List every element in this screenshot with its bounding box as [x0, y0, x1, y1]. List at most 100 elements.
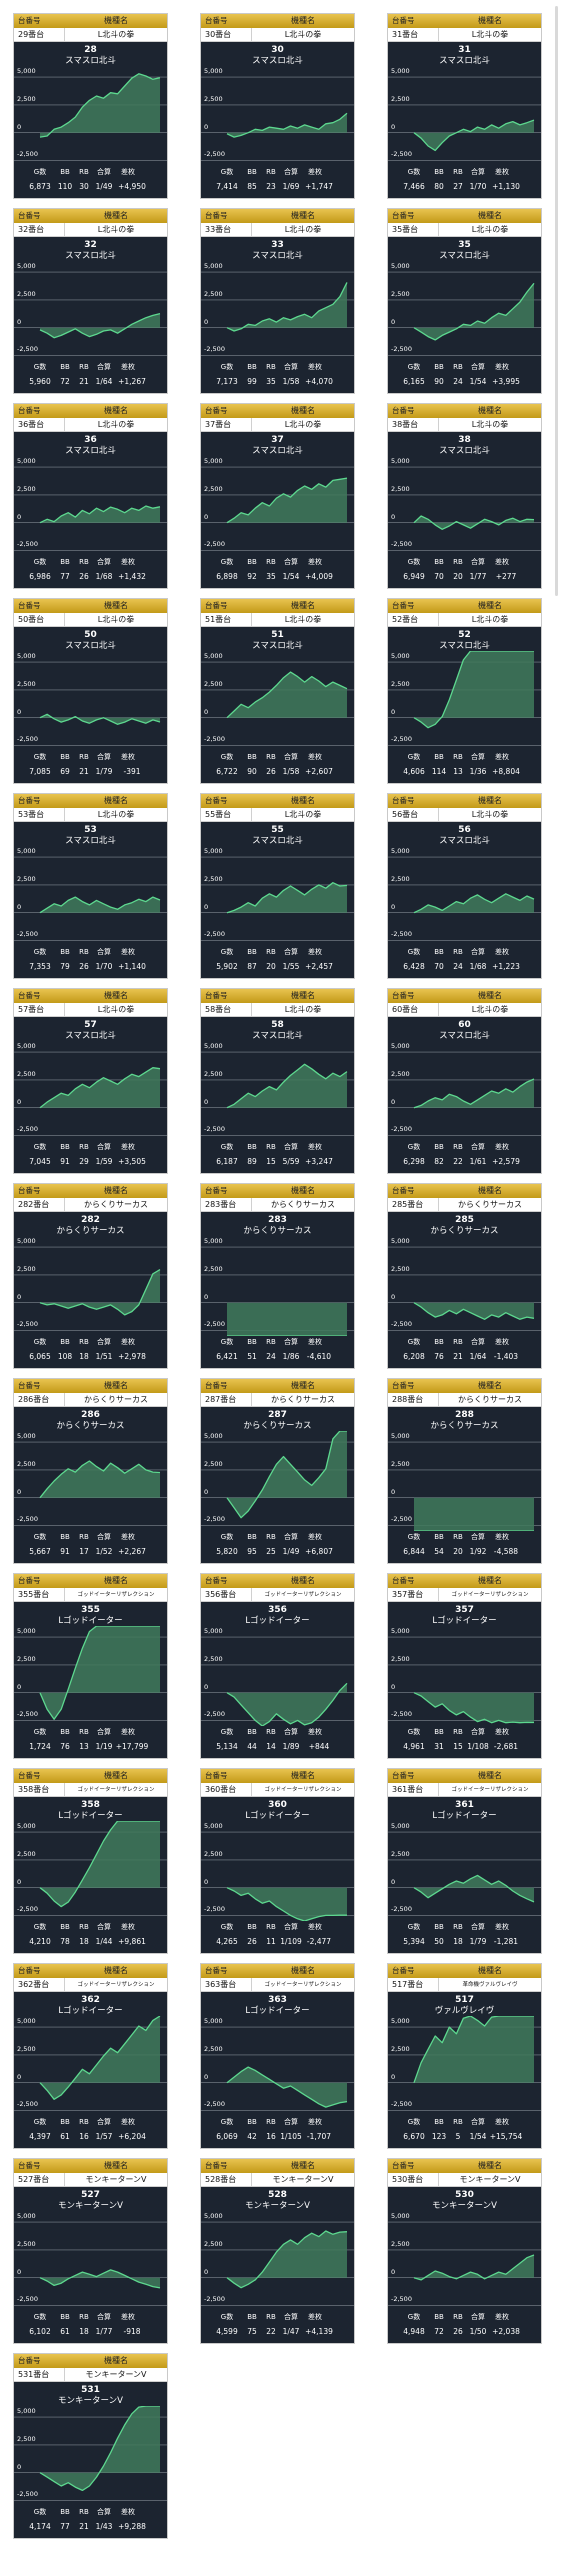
model-name-value[interactable]: L北斗の拳: [65, 28, 167, 42]
model-name-value[interactable]: L北斗の拳: [65, 223, 167, 237]
machine-card[interactable]: 台番号 機種名 35番台 L北斗の拳 35 スマスロ北斗 5,000 2,500 0 -2,500…: [387, 208, 542, 394]
model-name-value[interactable]: ゴッドイーターリザレクション: [439, 1783, 541, 1797]
machine-card[interactable]: 台番号 機種名 363番台 ゴッドイーターリザレクション 363 Lゴッドイーター 5,00…: [200, 1963, 355, 2149]
machine-card[interactable]: 台番号 機種名 360番台 ゴッドイーターリザレクション 360 Lゴッドイーター 5,00…: [200, 1768, 355, 1954]
machine-unit-label[interactable]: 285番台: [388, 1198, 439, 1212]
model-name-value[interactable]: からくりサーカス: [65, 1198, 167, 1212]
machine-unit-label[interactable]: 29番台: [14, 28, 65, 42]
machine-unit-label[interactable]: 357番台: [388, 1588, 439, 1602]
machine-card[interactable]: 台番号 機種名 528番台 モンキーターンV 528 モンキーターンV 5,000 2,500…: [200, 2158, 355, 2344]
machine-card[interactable]: 台番号 機種名 517番台 革命機ヴァルヴレイヴ 517 ヴァルヴレイヴ 5,000 2,50…: [387, 1963, 542, 2149]
machine-unit-label[interactable]: 51番台: [201, 613, 252, 627]
model-name-value[interactable]: ゴッドイーターリザレクション: [252, 1783, 354, 1797]
machine-card[interactable]: 台番号 機種名 29番台 L北斗の拳 28 スマスロ北斗 5,000 2,500 0 -2,500…: [13, 13, 168, 199]
model-name-value[interactable]: L北斗の拳: [439, 808, 541, 822]
model-name-value[interactable]: ゴッドイーターリザレクション: [65, 1588, 167, 1602]
machine-card[interactable]: 台番号 機種名 527番台 モンキーターンV 527 モンキーターンV 5,000 2,500…: [13, 2158, 168, 2344]
model-name-value[interactable]: モンキーターンV: [65, 2173, 167, 2187]
machine-card[interactable]: 台番号 機種名 288番台 からくりサーカス 288 からくりサーカス 5,000 2,500…: [387, 1378, 542, 1564]
machine-card[interactable]: 台番号 機種名 51番台 L北斗の拳 51 スマスロ北斗 5,000 2,500 0 -2,500…: [200, 598, 355, 784]
machine-card[interactable]: 台番号 機種名 31番台 L北斗の拳 31 スマスロ北斗 5,000 2,500 0 -2,500…: [387, 13, 542, 199]
model-name-value[interactable]: L北斗の拳: [252, 28, 354, 42]
machine-card[interactable]: 台番号 機種名 52番台 L北斗の拳 52 スマスロ北斗 5,000 2,500 0 -2,500…: [387, 598, 542, 784]
machine-card[interactable]: 台番号 機種名 362番台 ゴッドイーターリザレクション 362 Lゴッドイーター 5,00…: [13, 1963, 168, 2149]
machine-unit-label[interactable]: 288番台: [388, 1393, 439, 1407]
machine-unit-label[interactable]: 355番台: [14, 1588, 65, 1602]
machine-unit-label[interactable]: 60番台: [388, 1003, 439, 1017]
machine-card[interactable]: 台番号 機種名 361番台 ゴッドイーターリザレクション 361 Lゴッドイーター 5,00…: [387, 1768, 542, 1954]
machine-unit-label[interactable]: 528番台: [201, 2173, 252, 2187]
scrollbar-thumb[interactable]: [555, 6, 558, 596]
machine-unit-label[interactable]: 58番台: [201, 1003, 252, 1017]
machine-card[interactable]: 台番号 機種名 33番台 L北斗の拳 33 スマスロ北斗 5,000 2,500 0 -2,500…: [200, 208, 355, 394]
model-name-value[interactable]: からくりサーカス: [439, 1393, 541, 1407]
model-name-value[interactable]: L北斗の拳: [252, 613, 354, 627]
machine-unit-label[interactable]: 287番台: [201, 1393, 252, 1407]
machine-unit-label[interactable]: 362番台: [14, 1978, 65, 1992]
model-name-value[interactable]: L北斗の拳: [65, 1003, 167, 1017]
model-name-value[interactable]: ゴッドイーターリザレクション: [252, 1978, 354, 1992]
machine-unit-label[interactable]: 360番台: [201, 1783, 252, 1797]
model-name-value[interactable]: L北斗の拳: [252, 808, 354, 822]
machine-unit-label[interactable]: 56番台: [388, 808, 439, 822]
machine-unit-label[interactable]: 356番台: [201, 1588, 252, 1602]
model-name-value[interactable]: からくりサーカス: [439, 1198, 541, 1212]
machine-card[interactable]: 台番号 機種名 283番台 からくりサーカス 283 からくりサーカス 5,000 2,500…: [200, 1183, 355, 1369]
machine-unit-label[interactable]: 53番台: [14, 808, 65, 822]
machine-unit-label[interactable]: 361番台: [388, 1783, 439, 1797]
machine-unit-label[interactable]: 37番台: [201, 418, 252, 432]
machine-card[interactable]: 台番号 機種名 53番台 L北斗の拳 53 スマスロ北斗 5,000 2,500 0 -2,500…: [13, 793, 168, 979]
model-name-value[interactable]: L北斗の拳: [439, 613, 541, 627]
machine-unit-label[interactable]: 286番台: [14, 1393, 65, 1407]
machine-unit-label[interactable]: 530番台: [388, 2173, 439, 2187]
machine-card[interactable]: 台番号 機種名 357番台 ゴッドイーターリザレクション 357 Lゴッドイーター 5,00…: [387, 1573, 542, 1759]
machine-card[interactable]: 台番号 機種名 287番台 からくりサーカス 287 からくりサーカス 5,000 2,500…: [200, 1378, 355, 1564]
machine-unit-label[interactable]: 517番台: [388, 1978, 439, 1992]
model-name-value[interactable]: L北斗の拳: [252, 223, 354, 237]
machine-unit-label[interactable]: 35番台: [388, 223, 439, 237]
scrollbar[interactable]: [553, 0, 561, 600]
machine-card[interactable]: 台番号 機種名 57番台 L北斗の拳 57 スマスロ北斗 5,000 2,500 0 -2,500…: [13, 988, 168, 1174]
model-name-value[interactable]: モンキーターンV: [252, 2173, 354, 2187]
machine-unit-label[interactable]: 36番台: [14, 418, 65, 432]
machine-unit-label[interactable]: 57番台: [14, 1003, 65, 1017]
model-name-value[interactable]: モンキーターンV: [439, 2173, 541, 2187]
machine-card[interactable]: 台番号 機種名 531番台 モンキーターンV 531 モンキーターンV 5,000 2,500…: [13, 2353, 168, 2539]
machine-card[interactable]: 台番号 機種名 55番台 L北斗の拳 55 スマスロ北斗 5,000 2,500 0 -2,500…: [200, 793, 355, 979]
machine-unit-label[interactable]: 52番台: [388, 613, 439, 627]
machine-unit-label[interactable]: 31番台: [388, 28, 439, 42]
model-name-value[interactable]: ゴッドイーターリザレクション: [65, 1783, 167, 1797]
machine-card[interactable]: 台番号 機種名 530番台 モンキーターンV 530 モンキーターンV 5,000 2,500…: [387, 2158, 542, 2344]
machine-card[interactable]: 台番号 機種名 37番台 L北斗の拳 37 スマスロ北斗 5,000 2,500 0 -2,500…: [200, 403, 355, 589]
machine-unit-label[interactable]: 363番台: [201, 1978, 252, 1992]
machine-card[interactable]: 台番号 機種名 60番台 L北斗の拳 60 スマスロ北斗 5,000 2,500 0 -2,500…: [387, 988, 542, 1174]
model-name-value[interactable]: L北斗の拳: [65, 808, 167, 822]
model-name-value[interactable]: ゴッドイーターリザレクション: [65, 1978, 167, 1992]
model-name-value[interactable]: L北斗の拳: [65, 418, 167, 432]
machine-card[interactable]: 台番号 機種名 286番台 からくりサーカス 286 からくりサーカス 5,000 2,500…: [13, 1378, 168, 1564]
machine-unit-label[interactable]: 282番台: [14, 1198, 65, 1212]
model-name-value[interactable]: L北斗の拳: [65, 613, 167, 627]
machine-unit-label[interactable]: 30番台: [201, 28, 252, 42]
machine-unit-label[interactable]: 32番台: [14, 223, 65, 237]
model-name-value[interactable]: L北斗の拳: [252, 418, 354, 432]
machine-unit-label[interactable]: 55番台: [201, 808, 252, 822]
machine-unit-label[interactable]: 38番台: [388, 418, 439, 432]
machine-card[interactable]: 台番号 機種名 58番台 L北斗の拳 58 スマスロ北斗 5,000 2,500 0 -2,500…: [200, 988, 355, 1174]
model-name-value[interactable]: からくりサーカス: [252, 1393, 354, 1407]
machine-card[interactable]: 台番号 機種名 285番台 からくりサーカス 285 からくりサーカス 5,000 2,500…: [387, 1183, 542, 1369]
machine-card[interactable]: 台番号 機種名 36番台 L北斗の拳 36 スマスロ北斗 5,000 2,500 0 -2,500…: [13, 403, 168, 589]
model-name-value[interactable]: L北斗の拳: [439, 1003, 541, 1017]
machine-card[interactable]: 台番号 機種名 30番台 L北斗の拳 30 スマスロ北斗 5,000 2,500 0 -2,500…: [200, 13, 355, 199]
model-name-value[interactable]: からくりサーカス: [252, 1198, 354, 1212]
model-name-value[interactable]: L北斗の拳: [439, 418, 541, 432]
machine-card[interactable]: 台番号 機種名 38番台 L北斗の拳 38 スマスロ北斗 5,000 2,500 0 -2,500…: [387, 403, 542, 589]
machine-unit-label[interactable]: 50番台: [14, 613, 65, 627]
model-name-value[interactable]: L北斗の拳: [439, 28, 541, 42]
machine-card[interactable]: 台番号 機種名 355番台 ゴッドイーターリザレクション 355 Lゴッドイーター 5,00…: [13, 1573, 168, 1759]
machine-unit-label[interactable]: 283番台: [201, 1198, 252, 1212]
model-name-value[interactable]: ゴッドイーターリザレクション: [439, 1588, 541, 1602]
machine-card[interactable]: 台番号 機種名 358番台 ゴッドイーターリザレクション 358 Lゴッドイーター 5,00…: [13, 1768, 168, 1954]
machine-card[interactable]: 台番号 機種名 50番台 L北斗の拳 50 スマスロ北斗 5,000 2,500 0 -2,500…: [13, 598, 168, 784]
machine-card[interactable]: 台番号 機種名 282番台 からくりサーカス 282 からくりサーカス 5,000 2,500…: [13, 1183, 168, 1369]
